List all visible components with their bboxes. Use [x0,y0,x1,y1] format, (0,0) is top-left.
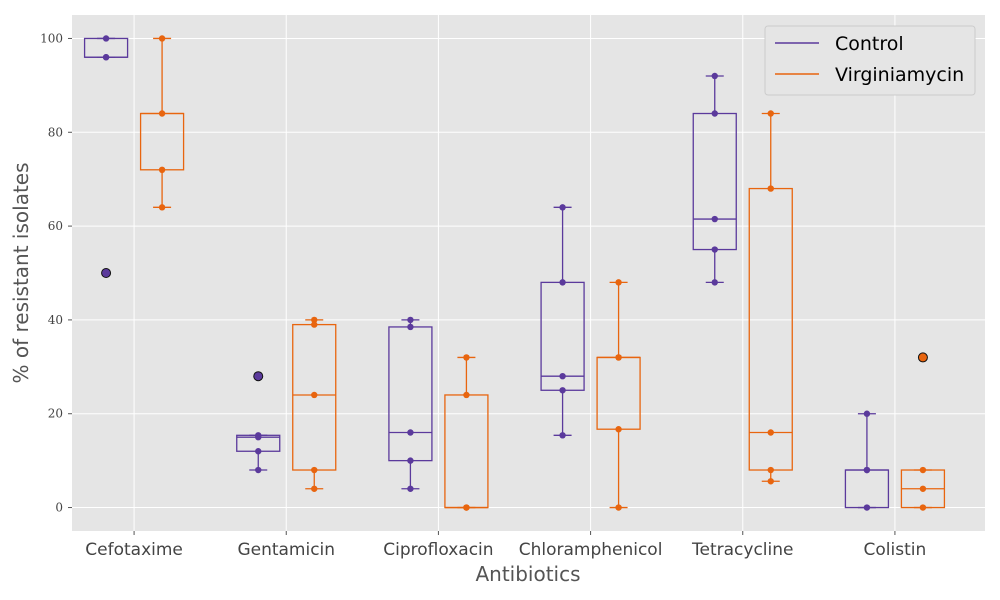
data-point [559,373,566,380]
data-point [407,485,414,492]
x-tick-label: Colistin [864,540,927,560]
data-point [711,110,718,117]
data-point [559,432,566,439]
box-plots [83,35,946,511]
legend-label: Control [835,33,904,55]
box-group-control-chloramphenicol [540,204,585,439]
data-point [615,354,622,361]
data-point [863,410,871,417]
data-point [311,466,318,474]
data-point [711,279,718,286]
y-tick-label: 60 [48,219,63,233]
legend-label: Virginiamycin [835,64,964,86]
plot-background [72,15,985,531]
data-point [407,457,414,464]
data-point [463,391,470,399]
box-group-control-cefotaxime [83,35,129,278]
data-point [863,466,871,474]
data-point [711,215,718,223]
x-tick-label: Tetracycline [691,540,793,560]
data-point [767,429,774,436]
data-point [919,485,927,492]
data-point [767,110,774,117]
data-point [559,387,566,394]
box-group-control-tetracycline [692,72,737,286]
data-point [559,204,566,211]
box-group-control-gentamicin [236,371,281,474]
legend: Control Virginiamycin [764,25,976,96]
y-tick-label: 20 [48,407,63,421]
box-group-control-colistin [844,410,890,511]
y-tick-label: 100 [40,31,63,45]
data-point [615,426,622,433]
x-tick-label: Cefotaxime [85,540,183,560]
data-point [255,466,262,474]
data-point [158,110,166,117]
data-point [158,204,166,211]
y-axis-ticks: 0 20 40 60 80 100 [40,31,72,515]
data-point [407,429,414,436]
data-point [158,166,166,173]
outlier-point [917,352,928,363]
data-point [919,466,927,474]
data-point [102,35,110,42]
data-point [311,391,318,399]
data-point [102,54,110,61]
data-point [407,323,414,331]
box-group-virginiamycin-gentamicin [292,316,337,492]
y-tick-label: 0 [55,501,63,515]
data-point [711,246,718,253]
grid-lines [72,15,985,531]
data-point [311,316,318,324]
outlier-point [101,268,112,278]
y-axis-label: % of resistant isolates [9,162,33,383]
data-point [311,321,318,328]
data-point [255,433,262,441]
box-group-virginiamycin-tetracycline [748,110,793,485]
x-tick-label: Gentamicin [237,540,335,560]
data-point [407,316,414,324]
data-point [919,504,927,511]
data-point [559,279,566,286]
data-point [615,504,622,511]
box-group-virginiamycin-chloramphenicol [596,279,641,511]
outlier-point [253,371,264,382]
data-point [863,504,871,511]
data-point [711,72,718,80]
data-point [767,478,774,485]
data-point [463,354,470,361]
x-tick-label: Ciprofloxacin [383,540,493,560]
data-point [311,485,318,492]
box-group-virginiamycin-colistin [900,352,946,511]
box-group-virginiamycin-cefotaxime [139,35,185,211]
box-group-control-ciprofloxacin [388,316,433,492]
data-point [255,448,262,455]
y-tick-label: 80 [48,125,63,139]
box-group-virginiamycin-ciprofloxacin [444,354,489,511]
x-axis-ticks: Cefotaxime Gentamicin Ciprofloxacin Chloram… [85,531,926,560]
data-point [767,185,774,192]
data-point [158,35,166,42]
data-point [767,466,774,474]
x-tick-label: Chloramphenicol [519,540,663,560]
data-point [615,279,622,286]
data-point [463,504,470,511]
y-tick-label: 40 [48,313,63,327]
x-axis-label: Antibiotics [475,562,580,586]
